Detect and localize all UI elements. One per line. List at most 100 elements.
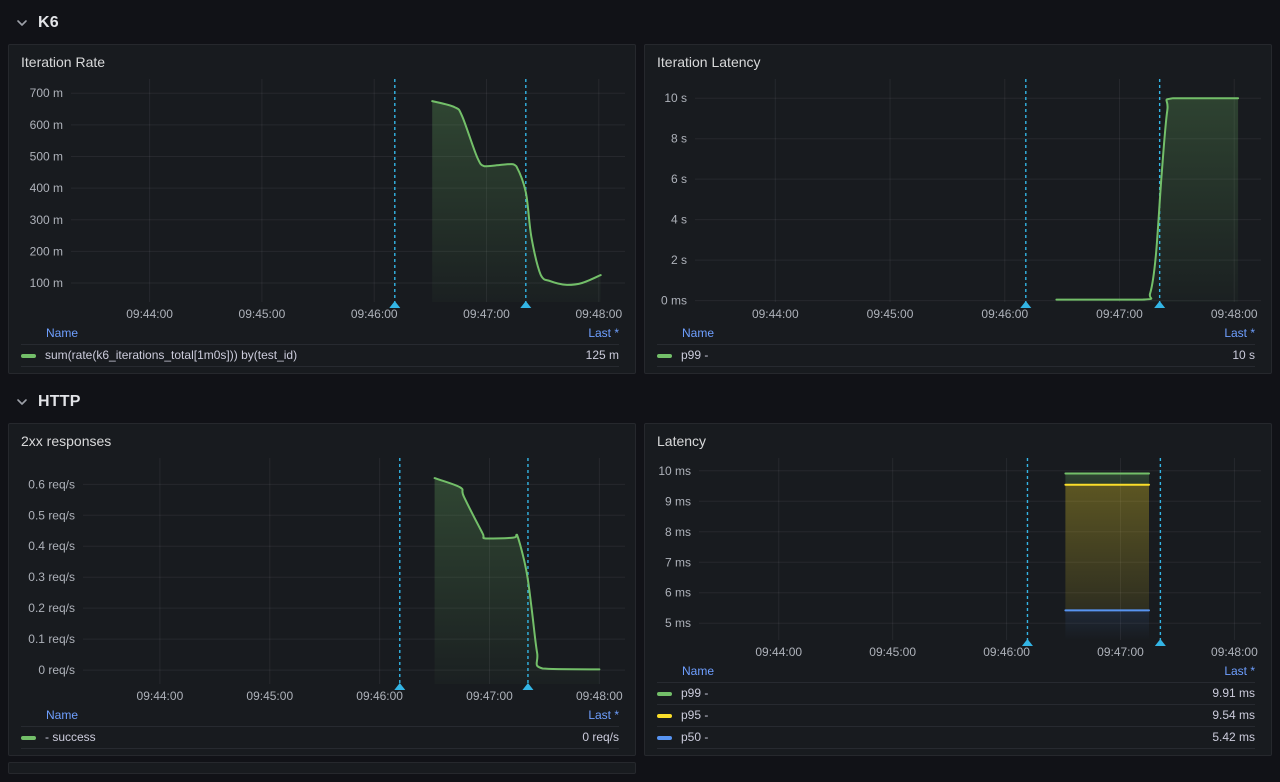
panel-iteration-rate: Iteration Rate 100 m 200 m 300 m 400 m 500 m…: [8, 44, 636, 374]
legend-series-value: 5.42 ms: [1212, 730, 1255, 744]
legend-header-name[interactable]: Name: [682, 326, 715, 340]
legend-series-name[interactable]: p95 -: [681, 708, 709, 722]
time-series-chart[interactable]: 5 ms 6 ms 7 ms 8 ms 9 ms 10 ms 09:44:00 09:45:0…: [645, 450, 1271, 662]
series-fill: [432, 101, 601, 302]
legend-series-swatch: [657, 353, 672, 358]
annotation-marker[interactable]: [520, 301, 532, 308]
panel-title[interactable]: Iteration Latency: [657, 54, 761, 70]
time-series-chart[interactable]: 0 req/s 0.1 req/s 0.2 req/s 0.3 req/s 0.4 re…: [9, 450, 635, 706]
y-axis-label: 400 m: [30, 181, 63, 195]
x-axis-label: 09:44:00: [755, 645, 802, 659]
legend-series-name[interactable]: - success: [45, 730, 96, 744]
legend-header-last[interactable]: Last *: [1224, 664, 1255, 678]
legend-series-swatch: [21, 735, 36, 740]
time-series-chart[interactable]: 100 m 200 m 300 m 400 m 500 m 600 m 700 m 09:44…: [9, 71, 635, 324]
y-axis-label: 300 m: [30, 213, 63, 227]
time-series-chart[interactable]: 0 ms 2 s 4 s 6 s 8 s 10 s 09:44:00 09:45:00 09:4…: [645, 71, 1271, 324]
annotation-marker[interactable]: [1020, 301, 1032, 308]
y-axis-label: 10 ms: [658, 464, 691, 478]
x-axis-label: 09:44:00: [752, 307, 799, 321]
legend-series: - success 0 req/s: [21, 726, 619, 749]
y-axis-label: 6 s: [671, 172, 687, 186]
row-title: K6: [38, 14, 59, 31]
chevron-down-icon: [17, 20, 27, 26]
y-axis-label: 8 s: [671, 132, 687, 146]
legend-header-last[interactable]: Last *: [1224, 326, 1255, 340]
x-axis-label: 09:46:00: [351, 307, 398, 321]
series-fill: [1065, 484, 1149, 611]
x-axis-label: 09:48:00: [576, 689, 623, 703]
annotation-marker[interactable]: [1154, 301, 1166, 308]
y-axis-label: 8 ms: [665, 525, 691, 539]
legend: Name Last * - success 0 req/s: [9, 706, 635, 755]
panel-iteration-latency: Iteration Latency 0 ms 2 s 4 s 6 s 8 s 10 s 09…: [644, 44, 1272, 374]
legend-series-swatch: [657, 691, 672, 696]
legend: Name Last * p99 - 10 s: [645, 324, 1271, 373]
legend-header-last[interactable]: Last *: [588, 708, 619, 722]
y-axis-label: 2 s: [671, 253, 687, 267]
x-axis-label: 09:46:00: [356, 689, 403, 703]
x-axis-label: 09:47:00: [1096, 307, 1143, 321]
legend-series-value: 10 s: [1232, 348, 1255, 362]
legend-header-name[interactable]: Name: [682, 664, 715, 678]
legend: Name Last * sum(rate(k6_iterations_total[1…: [9, 324, 635, 373]
legend-series-value: 9.54 ms: [1212, 708, 1255, 722]
legend-series-name[interactable]: p99 -: [681, 348, 709, 362]
y-axis-label: 0 ms: [661, 294, 687, 308]
legend-series-name[interactable]: sum(rate(k6_iterations_total[1m0s])) by(…: [45, 348, 298, 362]
series-fill: [1056, 98, 1239, 302]
panel-title[interactable]: Iteration Rate: [21, 54, 106, 70]
legend-series-swatch: [657, 735, 672, 740]
y-axis-label: 0.1 req/s: [28, 632, 75, 646]
annotation-marker[interactable]: [394, 683, 406, 690]
x-axis-label: 09:44:00: [137, 689, 184, 703]
legend: Name Last * p99 - 9.91 ms p95 - 9.54 ms p50 - 5…: [645, 662, 1271, 755]
y-axis-label: 600 m: [30, 118, 63, 132]
panel-2xx-responses: 2xx responses 0 req/s 0.1 req/s 0.2 req/s 0…: [8, 423, 636, 756]
series-fill: [434, 478, 600, 684]
x-axis-label: 09:45:00: [239, 307, 286, 321]
annotation-marker[interactable]: [1154, 639, 1166, 646]
next-row-panel-edge: [8, 762, 636, 774]
x-axis-label: 09:45:00: [869, 645, 916, 659]
series-line: [433, 477, 601, 671]
y-axis-label: 4 s: [671, 213, 687, 227]
series-line: [431, 100, 602, 286]
x-axis-label: 09:45:00: [246, 689, 293, 703]
panel-title[interactable]: Latency: [657, 433, 707, 449]
y-axis-label: 200 m: [30, 244, 63, 258]
y-axis-label: 0.5 req/s: [28, 508, 75, 522]
legend-series-swatch: [657, 713, 672, 718]
legend-header-name[interactable]: Name: [46, 708, 79, 722]
legend-series-name[interactable]: p99 -: [681, 686, 709, 700]
legend-series: p50 - 5.42 ms: [657, 726, 1255, 749]
y-axis-label: 10 s: [664, 91, 687, 105]
row-title: HTTP: [38, 393, 81, 410]
x-axis-label: 09:47:00: [1097, 645, 1144, 659]
panel-title[interactable]: 2xx responses: [21, 433, 112, 449]
x-axis-label: 09:48:00: [575, 307, 622, 321]
x-axis-label: 09:46:00: [983, 645, 1030, 659]
y-axis-label: 700 m: [30, 86, 63, 100]
annotation-marker[interactable]: [1021, 639, 1033, 646]
chevron-down-icon: [17, 399, 27, 405]
x-axis-label: 09:45:00: [867, 307, 914, 321]
legend-series: p95 - 9.54 ms: [657, 704, 1255, 726]
y-axis-label: 0.4 req/s: [28, 539, 75, 553]
row-header-http[interactable]: HTTP: [8, 389, 1272, 415]
x-axis-label: 09:48:00: [1211, 307, 1258, 321]
series-fill: [1065, 610, 1149, 640]
y-axis-label: 500 m: [30, 149, 63, 163]
legend-series-value: 0 req/s: [582, 730, 619, 744]
annotation-marker[interactable]: [389, 301, 401, 308]
row-header-k6[interactable]: K6: [8, 10, 1272, 36]
annotation-marker[interactable]: [522, 683, 534, 690]
x-axis-label: 09:46:00: [981, 307, 1028, 321]
legend-series-name[interactable]: p50 -: [681, 730, 709, 744]
legend-header-name[interactable]: Name: [46, 326, 79, 340]
legend-series: sum(rate(k6_iterations_total[1m0s])) by(…: [21, 344, 619, 367]
legend-series-swatch: [21, 353, 36, 358]
y-axis-label: 0.3 req/s: [28, 570, 75, 584]
legend-header-last[interactable]: Last *: [588, 326, 619, 340]
